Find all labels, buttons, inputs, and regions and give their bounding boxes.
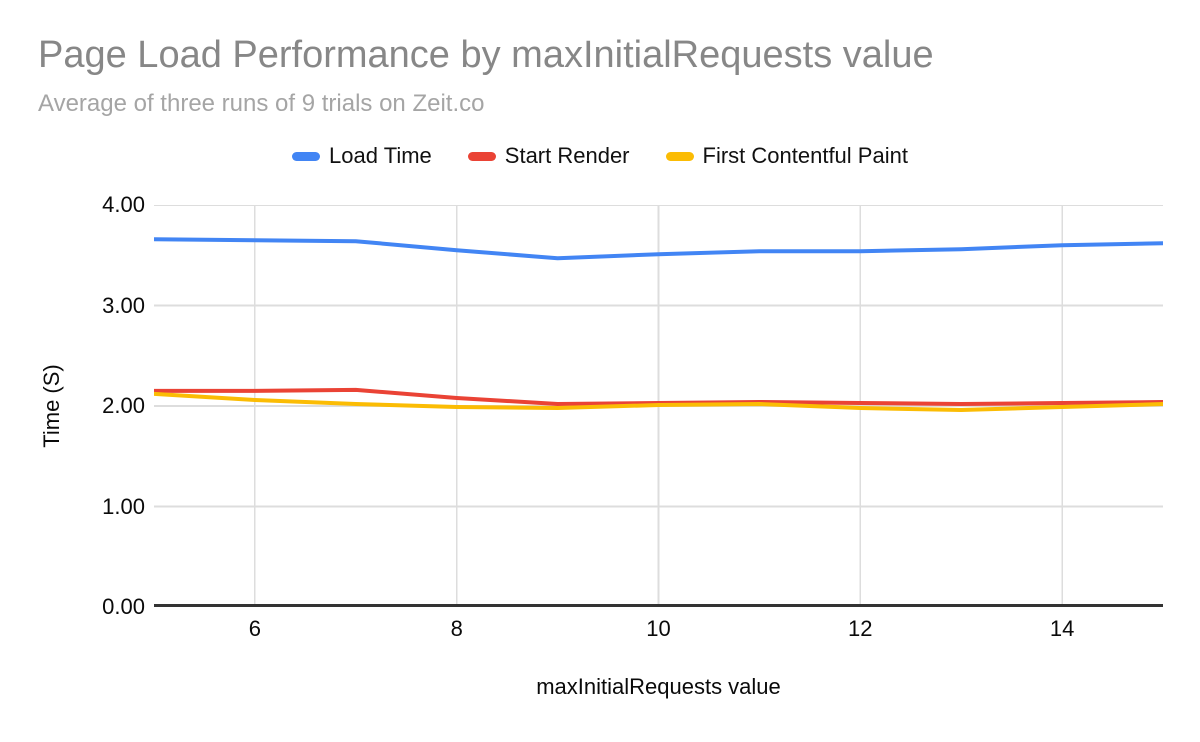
legend-label: Load Time (329, 143, 432, 168)
series-line-start-render (154, 387, 1163, 406)
y-tick-label: 4.00 (102, 192, 145, 217)
plot-area (154, 205, 1163, 607)
chart-subtitle: Average of three runs of 9 trials on Zei… (38, 90, 485, 117)
legend-swatch-icon (467, 151, 496, 161)
x-tick-label: 12 (848, 616, 873, 641)
y-tick-label: 1.00 (102, 493, 145, 519)
x-tick-label: 6 (248, 616, 262, 641)
y-tick-label: 0.00 (102, 594, 145, 619)
series-line-first-contentful-paint (154, 391, 1163, 412)
legend-item-first-contentful-paint: First Contentful Paint (665, 143, 908, 169)
legend-swatch-icon (665, 151, 694, 161)
legend-item-start-render: Start Render (467, 143, 630, 169)
legend-swatch-icon (292, 151, 321, 161)
y-tick-label: 2.00 (102, 393, 145, 418)
series-line-load-time (154, 237, 1163, 261)
legend: Load Time Start Render First Contentful Pa… (0, 142, 1200, 170)
x-tick-label: 10 (646, 616, 671, 641)
x-tick-label: 8 (450, 616, 463, 641)
x-tick-label: 14 (1049, 616, 1075, 641)
chart-title: Page Load Performance by maxInitialReque… (38, 34, 934, 76)
x-axis-title: maxInitialRequests value (536, 674, 781, 699)
legend-label: Start Render (504, 143, 630, 168)
legend-label: First Contentful Paint (702, 143, 908, 168)
y-tick-label: 3.00 (102, 292, 145, 318)
legend-item-load-time: Load Time (292, 143, 432, 169)
